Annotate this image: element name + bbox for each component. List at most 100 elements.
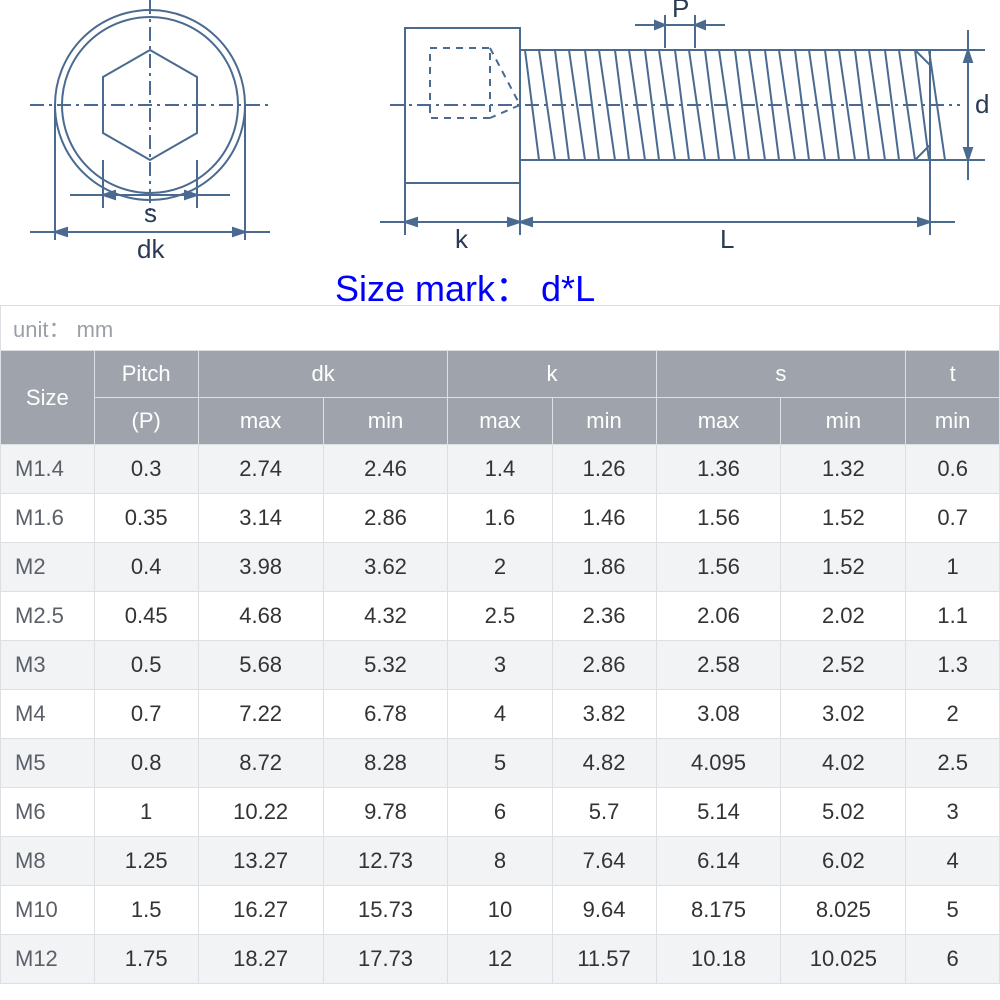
- cell: 1.4: [448, 445, 552, 494]
- cell: 10.025: [781, 935, 906, 984]
- table-row: M2.50.454.684.322.52.362.062.021.1: [1, 592, 1000, 641]
- cell: 4.82: [552, 739, 656, 788]
- table-row: M30.55.685.3232.862.582.521.3: [1, 641, 1000, 690]
- cell: 12: [448, 935, 552, 984]
- cell: 6.78: [323, 690, 448, 739]
- label-dk: dk: [137, 234, 165, 264]
- cell: 0.5: [94, 641, 198, 690]
- cell: 2.52: [781, 641, 906, 690]
- cell: 4.68: [198, 592, 323, 641]
- cell: 5.14: [656, 788, 781, 837]
- sub-header: (P): [94, 398, 198, 445]
- cell: 10: [448, 886, 552, 935]
- cell: 16.27: [198, 886, 323, 935]
- col-header: t: [906, 351, 1000, 398]
- table-row: M50.88.728.2854.824.0954.022.5: [1, 739, 1000, 788]
- cell: 6.14: [656, 837, 781, 886]
- technical-drawing: s dk P d k L: [0, 0, 1000, 270]
- table-row: M101.516.2715.73109.648.1758.0255: [1, 886, 1000, 935]
- cell: 10.18: [656, 935, 781, 984]
- cell: 2.86: [323, 494, 448, 543]
- sub-header: max: [198, 398, 323, 445]
- table-header: SizePitchdkkst (P)maxminmaxminmaxminmin: [1, 351, 1000, 445]
- table-row: M40.77.226.7843.823.083.022: [1, 690, 1000, 739]
- cell: 2.58: [656, 641, 781, 690]
- size-mark-label: Size mark： d*L: [335, 260, 595, 312]
- cell: 2.74: [198, 445, 323, 494]
- cell: 13.27: [198, 837, 323, 886]
- cell: 4.095: [656, 739, 781, 788]
- cell: 4: [906, 837, 1000, 886]
- col-header: Size: [1, 351, 95, 445]
- cell: 1.6: [448, 494, 552, 543]
- cell: 5.02: [781, 788, 906, 837]
- label-s: s: [144, 198, 157, 228]
- cell: 3.14: [198, 494, 323, 543]
- cell: M3: [1, 641, 95, 690]
- cell: M12: [1, 935, 95, 984]
- cell: M8: [1, 837, 95, 886]
- cell: 1.32: [781, 445, 906, 494]
- cell: 3: [906, 788, 1000, 837]
- spec-table: SizePitchdkkst (P)maxminmaxminmaxminmin …: [0, 350, 1000, 984]
- cell: 0.4: [94, 543, 198, 592]
- table-row: M1.40.32.742.461.41.261.361.320.6: [1, 445, 1000, 494]
- cell: 3.02: [781, 690, 906, 739]
- cell: 1.1: [906, 592, 1000, 641]
- cell: 4.02: [781, 739, 906, 788]
- cell: 1.26: [552, 445, 656, 494]
- cell: 2.06: [656, 592, 781, 641]
- cell: 11.57: [552, 935, 656, 984]
- cell: 7.64: [552, 837, 656, 886]
- cell: 8.28: [323, 739, 448, 788]
- cell: 5.68: [198, 641, 323, 690]
- cell: M2: [1, 543, 95, 592]
- cell: 0.45: [94, 592, 198, 641]
- cell: 3.62: [323, 543, 448, 592]
- cell: 2.46: [323, 445, 448, 494]
- cell: 4: [448, 690, 552, 739]
- cell: 1.36: [656, 445, 781, 494]
- cell: M1.4: [1, 445, 95, 494]
- cell: 1.56: [656, 543, 781, 592]
- cell: 2.5: [448, 592, 552, 641]
- cell: 0.8: [94, 739, 198, 788]
- table-row: M6110.229.7865.75.145.023: [1, 788, 1000, 837]
- sub-header: max: [656, 398, 781, 445]
- cell: 0.7: [906, 494, 1000, 543]
- table-row: M121.7518.2717.731211.5710.1810.0256: [1, 935, 1000, 984]
- cell: 5: [906, 886, 1000, 935]
- label-p: P: [672, 0, 689, 23]
- label-d: d: [975, 89, 989, 119]
- cell: 2.86: [552, 641, 656, 690]
- col-header: s: [656, 351, 906, 398]
- cell: 8.025: [781, 886, 906, 935]
- cell: 0.3: [94, 445, 198, 494]
- cell: 1: [906, 543, 1000, 592]
- cell: 1.25: [94, 837, 198, 886]
- cell: 1.56: [656, 494, 781, 543]
- cell: 6: [448, 788, 552, 837]
- sub-header: min: [323, 398, 448, 445]
- cell: 12.73: [323, 837, 448, 886]
- table-row: M81.2513.2712.7387.646.146.024: [1, 837, 1000, 886]
- label-k: k: [455, 224, 469, 254]
- screw-diagram: s dk P d k L Size mark： d*L: [0, 0, 1000, 305]
- cell: M10: [1, 886, 95, 935]
- cell: 15.73: [323, 886, 448, 935]
- sub-header: min: [906, 398, 1000, 445]
- cell: 4.32: [323, 592, 448, 641]
- cell: 0.6: [906, 445, 1000, 494]
- table-row: M1.60.353.142.861.61.461.561.520.7: [1, 494, 1000, 543]
- col-header: k: [448, 351, 656, 398]
- cell: 3.98: [198, 543, 323, 592]
- cell: 1: [94, 788, 198, 837]
- table-body: M1.40.32.742.461.41.261.361.320.6M1.60.3…: [1, 445, 1000, 984]
- cell: 6.02: [781, 837, 906, 886]
- cell: 6: [906, 935, 1000, 984]
- cell: 7.22: [198, 690, 323, 739]
- sub-header: min: [781, 398, 906, 445]
- cell: 10.22: [198, 788, 323, 837]
- cell: 2.5: [906, 739, 1000, 788]
- sub-header: max: [448, 398, 552, 445]
